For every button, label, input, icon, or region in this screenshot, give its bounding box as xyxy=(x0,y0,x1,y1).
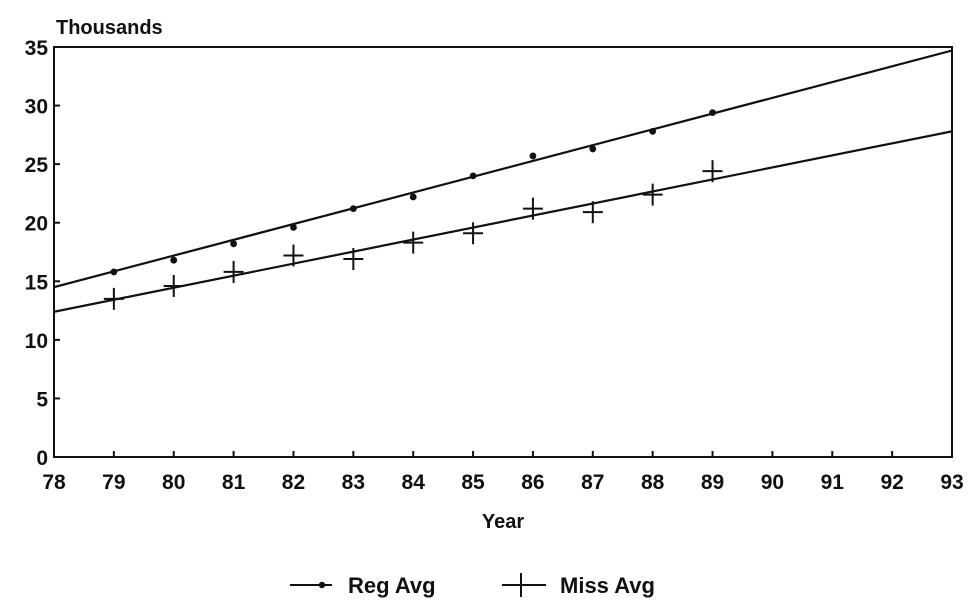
x-tick-label-90: 90 xyxy=(761,471,784,494)
point-miss-avg-79 xyxy=(103,287,124,310)
x-tick-label-89: 89 xyxy=(701,471,724,494)
x-tick-label-83: 83 xyxy=(342,471,365,494)
trend-lines xyxy=(54,49,952,313)
y-tick-label-20: 20 xyxy=(25,213,48,236)
point-miss-avg-81 xyxy=(223,260,244,283)
x-axis-title: Year xyxy=(482,511,524,533)
point-reg-avg-79 xyxy=(110,268,118,276)
x-tick-label-87: 87 xyxy=(581,471,604,494)
y-tick-label-25: 25 xyxy=(25,154,49,177)
legend-swatch-dot-reg-avg xyxy=(318,581,326,589)
point-reg-avg-88 xyxy=(649,127,657,135)
point-reg-avg-83 xyxy=(349,205,357,213)
point-miss-avg-87 xyxy=(582,201,603,224)
point-reg-avg-81 xyxy=(230,240,238,248)
x-tick-label-85: 85 xyxy=(461,471,485,494)
point-miss-avg-84 xyxy=(403,231,424,254)
y-axis: 0 5 10 15 20 25 30 35 xyxy=(25,37,60,470)
x-tick-label-81: 81 xyxy=(222,471,246,494)
x-tick-label-92: 92 xyxy=(880,471,903,494)
y-tick-label-35: 35 xyxy=(25,37,49,60)
plot-area-border xyxy=(53,46,953,458)
point-reg-avg-89 xyxy=(709,109,716,116)
point-miss-avg-83 xyxy=(343,248,364,271)
x-tick-label-88: 88 xyxy=(641,471,665,494)
x-tick-label-93: 93 xyxy=(940,471,963,494)
point-miss-avg-82 xyxy=(283,244,304,267)
point-miss-avg-85 xyxy=(463,222,484,245)
legend-item-miss-avg: Miss Avg xyxy=(502,573,655,598)
point-miss-avg-89 xyxy=(702,160,723,183)
legend-label-reg-avg: Reg Avg xyxy=(348,573,436,598)
x-tick-label-84: 84 xyxy=(402,471,426,494)
point-miss-avg-80 xyxy=(163,274,184,297)
point-reg-avg-84 xyxy=(409,193,417,201)
legend: Reg Avg Miss Avg xyxy=(290,573,655,598)
point-reg-avg-80 xyxy=(170,256,178,264)
x-tick-label-82: 82 xyxy=(282,471,305,494)
point-reg-avg-86 xyxy=(529,152,537,160)
point-reg-avg-87 xyxy=(589,145,597,153)
x-axis: 78 79 80 81 82 83 84 85 86 87 88 89 90 91 92 93 xyxy=(42,451,964,494)
plot-frame xyxy=(53,46,953,458)
legend-item-reg-avg: Reg Avg xyxy=(290,573,436,598)
data-markers xyxy=(103,109,723,310)
y-axis-title: Thousands xyxy=(56,17,163,39)
point-miss-avg-88 xyxy=(642,183,663,206)
point-reg-avg-82 xyxy=(290,224,297,231)
x-tick-label-79: 79 xyxy=(102,471,125,494)
point-miss-avg-86 xyxy=(522,197,543,220)
y-tick-label-5: 5 xyxy=(36,388,48,411)
x-tick-label-78: 78 xyxy=(42,471,66,494)
legend-label-miss-avg: Miss Avg xyxy=(560,573,655,598)
x-tick-label-86: 86 xyxy=(521,471,544,494)
y-tick-label-30: 30 xyxy=(25,96,48,119)
trend-line-reg-avg xyxy=(54,49,952,289)
x-tick-label-91: 91 xyxy=(821,471,845,494)
y-tick-label-10: 10 xyxy=(25,330,48,353)
y-tick-label-15: 15 xyxy=(25,271,49,294)
point-reg-avg-85 xyxy=(469,172,477,180)
x-tick-label-80: 80 xyxy=(162,471,185,494)
y-tick-label-0: 0 xyxy=(36,447,48,470)
trend-line-miss-avg xyxy=(54,130,952,313)
